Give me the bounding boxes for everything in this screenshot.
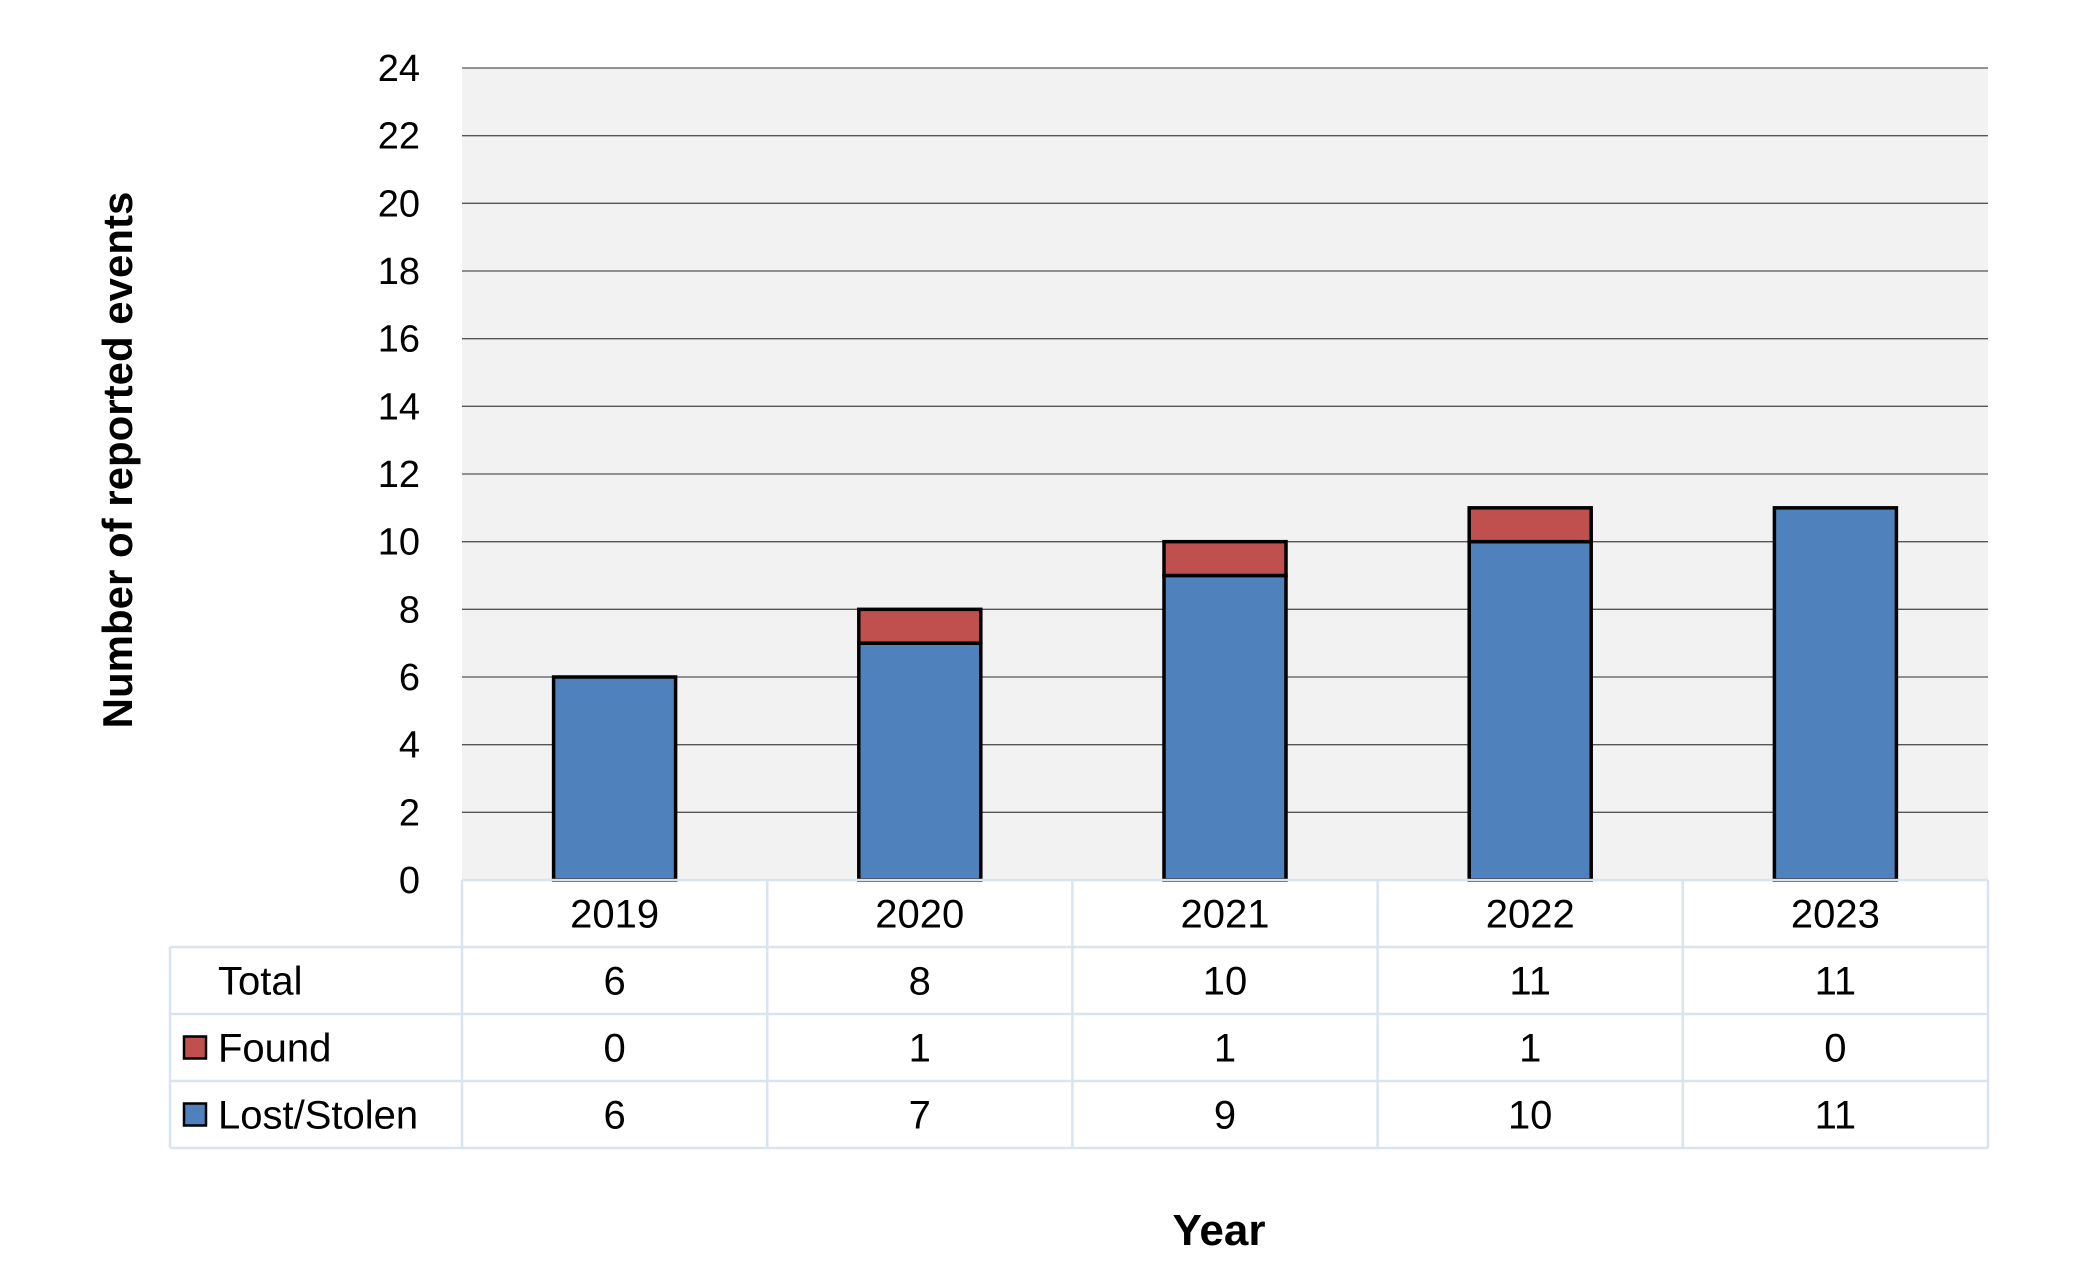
table-cell: 11 <box>1815 960 1857 1004</box>
table-cell: 1 <box>1214 1027 1236 1071</box>
y-tick-label: 16 <box>378 319 420 361</box>
y-tick-label: 0 <box>399 860 420 902</box>
table-cell: 9 <box>1214 1094 1236 1138</box>
bars <box>551 506 1899 882</box>
table-cell: 0 <box>603 1027 625 1071</box>
bar-found-2021 <box>1162 539 1288 578</box>
x-tick-label: 2023 <box>1791 893 1880 937</box>
bar-lost-stolen-2020 <box>857 641 983 882</box>
y-tick-label: 20 <box>378 183 420 225</box>
bar-lost-stolen-2022 <box>1467 539 1593 882</box>
bar-found-2020 <box>857 607 983 645</box>
x-tick-label: 2021 <box>1181 893 1270 937</box>
bar-lost-stolen-2019 <box>551 675 678 882</box>
y-tick-label: 24 <box>378 48 420 90</box>
y-tick-label: 12 <box>378 454 420 496</box>
x-axis-label: Year <box>1173 1206 1266 1255</box>
bar-lost-stolen-2023 <box>1772 506 1899 882</box>
table-row-label: Lost/Stolen <box>218 1094 418 1138</box>
x-tick-label: 2020 <box>875 893 964 937</box>
table-cell: 0 <box>1824 1027 1846 1071</box>
table-row-label: Found <box>218 1027 331 1071</box>
y-tick-label: 18 <box>378 251 420 293</box>
bar-found-2022 <box>1467 506 1593 544</box>
y-tick-label: 10 <box>378 522 420 564</box>
table-cell: 11 <box>1509 960 1551 1004</box>
table-cell: 1 <box>1519 1027 1541 1071</box>
legend-swatch-found <box>182 1035 208 1060</box>
y-tick-label: 6 <box>399 657 420 699</box>
y-tick-label: 2 <box>399 792 420 834</box>
table-cell: 7 <box>909 1094 931 1138</box>
y-tick-label: 22 <box>378 116 420 158</box>
y-tick-label: 4 <box>399 725 420 767</box>
legend-swatch-lost-stolen <box>182 1102 208 1127</box>
table-row-label: Total <box>218 960 303 1004</box>
y-tick-label: 8 <box>399 589 420 631</box>
table-cell: 6 <box>603 1094 625 1138</box>
table-cell: 10 <box>1508 1094 1553 1138</box>
table-cell: 8 <box>909 960 931 1004</box>
table-cell: 6 <box>603 960 625 1004</box>
table-cell: 10 <box>1203 960 1248 1004</box>
x-tick-label: 2022 <box>1486 893 1575 937</box>
bar-lost-stolen-2021 <box>1162 573 1288 882</box>
y-axis-label: Number of reported events <box>94 192 141 729</box>
x-tick-label: 2019 <box>570 893 659 937</box>
y-tick-label: 14 <box>378 386 420 428</box>
table-cell: 1 <box>909 1027 931 1071</box>
table-cell: 11 <box>1815 1094 1857 1138</box>
